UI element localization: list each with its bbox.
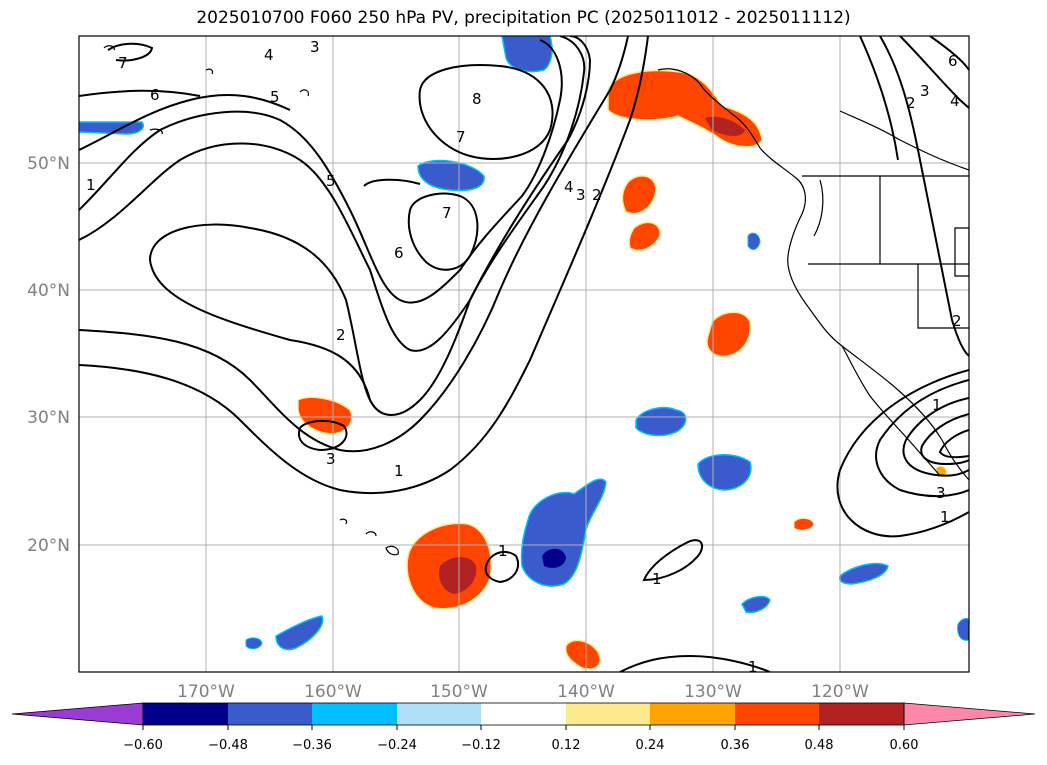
- colorbar-tick-label: 0.60: [890, 738, 919, 753]
- precip-neg-small-3: [957, 617, 969, 641]
- colorbar-ticks: [142, 725, 905, 730]
- contour-label: 3: [920, 82, 930, 100]
- contour-label: 6: [150, 86, 160, 104]
- colorbar-segment: [143, 703, 228, 725]
- colorbar-tick-label: 0.12: [552, 738, 581, 753]
- contour-label: 2: [336, 326, 346, 344]
- precip-neg-center-1: [635, 406, 687, 437]
- precip-neg-large-core: [542, 548, 566, 568]
- map-gridlines: [79, 36, 969, 672]
- lat-label: 40°N: [27, 281, 70, 301]
- colorbar-tick-label: −0.48: [208, 738, 248, 753]
- colorbar-extend-left: [11, 702, 144, 726]
- latitude-labels: 50°N 40°N 30°N 20°N: [27, 154, 70, 556]
- precip-neg-top: [501, 36, 553, 73]
- colorbar-segment: [566, 703, 650, 725]
- colorbar-tick-label: 0.36: [721, 738, 750, 753]
- precip-neg-east-2: [741, 595, 771, 614]
- contour-label: 1: [86, 176, 96, 194]
- precip-neg-center-2: [697, 454, 752, 491]
- lon-label: 170°W: [177, 682, 235, 702]
- contour-label: 3: [576, 186, 586, 204]
- colorbar-segment: [735, 703, 819, 725]
- contour-label: 1: [652, 570, 662, 588]
- contour-label: 6: [394, 244, 404, 262]
- contour-label: 1: [748, 658, 758, 676]
- colorbar-segment: [650, 703, 735, 725]
- precip-neg-east-1: [838, 562, 889, 585]
- precip-neg-west-edge: [79, 121, 144, 135]
- contour-label: 4: [564, 178, 574, 196]
- colorbar-tick-label: −0.24: [377, 738, 417, 753]
- precip-positive-areas: [297, 69, 947, 670]
- colorbar-tick-label: −0.36: [292, 738, 332, 753]
- colorbar: −0.60 −0.48 −0.36 −0.24 −0.12 0.12 0.24 …: [11, 702, 1036, 753]
- contour-label: 2: [592, 186, 602, 204]
- contour-label: 5: [326, 172, 336, 190]
- precip-blob-ne-pacific-1: [621, 175, 657, 215]
- map-frame: [78, 35, 970, 673]
- contour-label: 2: [952, 312, 962, 330]
- contour-label: 4: [264, 46, 274, 64]
- contour-label: 2: [906, 94, 916, 112]
- lon-label: 140°W: [557, 682, 615, 702]
- colorbar-segment: [228, 703, 312, 725]
- precip-blob-south-2: [793, 517, 815, 531]
- contour-label: 6: [948, 52, 958, 70]
- contour-label: 3: [936, 484, 946, 502]
- precip-neg-small-1: [245, 637, 263, 650]
- precip-neg-small-2: [747, 232, 761, 250]
- precip-neg-hawaii-west: [275, 615, 324, 651]
- contour-label: 3: [310, 38, 320, 56]
- precip-blob-gulf-alaska-core: [705, 116, 745, 136]
- contour-label: 1: [932, 396, 942, 414]
- colorbar-segment: [397, 703, 481, 725]
- precip-blob-off-california: [706, 311, 752, 358]
- precip-blob-subtropical-west: [297, 396, 353, 435]
- lat-label: 30°N: [27, 408, 70, 428]
- colorbar-tick-label: 0.48: [805, 738, 834, 753]
- contour-label: 1: [940, 508, 950, 526]
- contour-label: 3: [326, 450, 336, 468]
- lon-label: 150°W: [430, 682, 488, 702]
- lon-label: 120°W: [811, 682, 869, 702]
- lon-label: 130°W: [684, 682, 742, 702]
- precip-blob-ne-pacific-2: [628, 221, 661, 252]
- lat-label: 50°N: [27, 154, 70, 174]
- pv-contours: [79, 36, 969, 672]
- contour-label: 1: [498, 542, 508, 560]
- pv-contour-labels: 7 6 5 4 3 8 7 5 7 6 2 4 3 2 3 1 1 1 1 1 …: [86, 38, 962, 676]
- colorbar-extend-right: [903, 702, 1036, 726]
- colorbar-tick-label: −0.60: [123, 738, 163, 753]
- contour-label: 1: [394, 462, 404, 480]
- precip-blob-south-1: [564, 639, 601, 670]
- colorbar-segment: [481, 703, 566, 725]
- contour-label: 5: [270, 88, 280, 106]
- contour-label: 7: [118, 54, 128, 72]
- precip-neg-mid: [417, 159, 485, 192]
- colorbar-segment: [312, 703, 397, 725]
- contour-label: 8: [472, 90, 482, 108]
- precip-negative-areas: [79, 36, 969, 651]
- contour-label: 7: [456, 128, 466, 146]
- colorbar-segment: [819, 703, 904, 725]
- contour-label: 4: [950, 92, 960, 110]
- contour-label: 7: [442, 204, 452, 222]
- longitude-labels: 170°W 160°W 150°W 140°W 130°W 120°W: [177, 682, 869, 702]
- precip-blob-near-hawaii-core: [438, 556, 477, 594]
- colorbar-tick-label: 0.24: [636, 738, 665, 753]
- colorbar-tick-label: −0.12: [461, 738, 501, 753]
- lat-label: 20°N: [27, 536, 70, 556]
- lon-label: 160°W: [304, 682, 362, 702]
- map-title: 2025010700 F060 250 hPa PV, precipitatio…: [196, 8, 851, 28]
